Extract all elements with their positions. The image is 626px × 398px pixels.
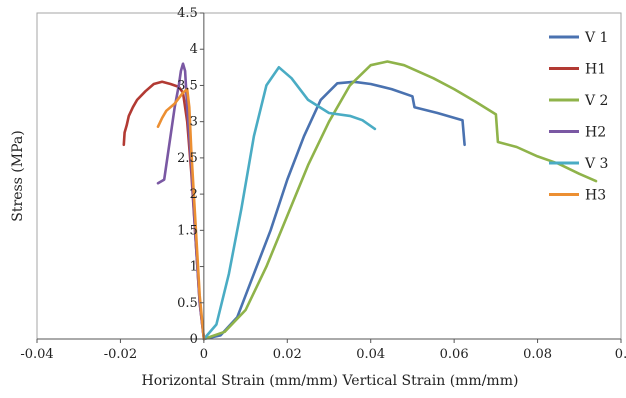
y-tick-labels: 0 0.5 1 1.5 2 2.5 3 3.5 4 4.5 (177, 6, 204, 347)
series-line-h3 (156, 87, 206, 341)
y-tick-label: 0.5 (177, 296, 198, 311)
y-tick-label: 3 (190, 115, 198, 130)
x-tick-label: 0.08 (523, 347, 552, 362)
legend: V 1 H1 V 2 H2 V 3 H3 (549, 30, 608, 204)
x-tick-label: 0 (200, 347, 208, 362)
x-tick-label: -0.04 (20, 347, 53, 362)
x-tick-label: 0.04 (356, 347, 385, 362)
y-tick-label: 0 (190, 332, 198, 347)
series-layer (122, 60, 598, 341)
y-tick-label: 1.5 (177, 223, 198, 238)
x-tick-label: 0.06 (440, 347, 469, 362)
legend-label-v2: V 2 (584, 93, 608, 109)
y-tick-label: 1 (190, 260, 198, 275)
series-line-v3 (202, 66, 377, 341)
x-axis-title: Horizontal Strain (mm/mm) Vertical Strai… (142, 373, 519, 389)
legend-label-h2: H2 (585, 125, 606, 141)
series-line-v1 (202, 80, 466, 341)
y-tick-label: 2.5 (177, 151, 198, 166)
legend-label-h3: H3 (585, 188, 606, 204)
y-tick-label: 3.5 (177, 78, 198, 93)
x-tick-label: 0.02 (273, 347, 302, 362)
legend-label-v1: V 1 (584, 30, 608, 46)
y-tick-label: 4 (190, 42, 198, 57)
legend-label-v3: V 3 (584, 156, 608, 172)
x-tick-label: -0.02 (104, 347, 137, 362)
legend-label-h1: H1 (585, 62, 606, 78)
x-tick-label: 0. (615, 347, 626, 362)
y-axis-title: Stress (MPa) (10, 130, 26, 221)
series-line-v2 (202, 60, 598, 341)
y-tick-label: 2 (190, 187, 198, 202)
y-tick-label: 4.5 (177, 6, 198, 21)
x-tick-labels: -0.04 -0.02 0 0.02 0.04 0.06 0.08 0. (20, 339, 626, 362)
